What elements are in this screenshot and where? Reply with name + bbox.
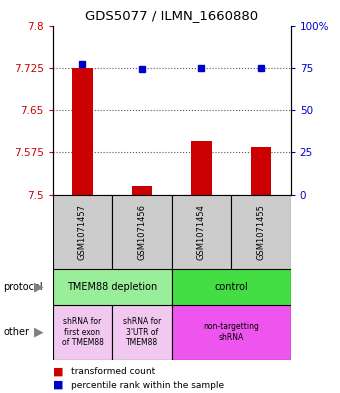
Text: non-targetting
shRNA: non-targetting shRNA bbox=[203, 322, 259, 342]
Bar bbox=[132, 186, 152, 195]
Title: GDS5077 / ILMN_1660880: GDS5077 / ILMN_1660880 bbox=[85, 9, 258, 22]
Bar bbox=[191, 141, 212, 195]
Text: transformed count: transformed count bbox=[71, 367, 156, 376]
Text: ▶: ▶ bbox=[34, 280, 44, 294]
Text: ■: ■ bbox=[53, 380, 63, 390]
Text: protocol: protocol bbox=[3, 282, 43, 292]
Bar bbox=[112, 195, 172, 269]
Bar bbox=[172, 195, 231, 269]
Bar bbox=[53, 195, 112, 269]
Bar bbox=[251, 147, 271, 195]
Text: control: control bbox=[214, 282, 248, 292]
Text: TMEM88 depletion: TMEM88 depletion bbox=[67, 282, 157, 292]
Bar bbox=[172, 305, 291, 360]
Text: GSM1071455: GSM1071455 bbox=[256, 204, 266, 260]
Text: shRNA for
first exon
of TMEM88: shRNA for first exon of TMEM88 bbox=[62, 317, 103, 347]
Text: percentile rank within the sample: percentile rank within the sample bbox=[71, 381, 224, 389]
Text: shRNA for
3'UTR of
TMEM88: shRNA for 3'UTR of TMEM88 bbox=[123, 317, 161, 347]
Bar bbox=[231, 195, 291, 269]
Text: GSM1071457: GSM1071457 bbox=[78, 204, 87, 260]
Text: other: other bbox=[3, 327, 29, 337]
Bar bbox=[112, 305, 172, 360]
Bar bbox=[172, 269, 291, 305]
Bar bbox=[53, 305, 112, 360]
Text: ▶: ▶ bbox=[34, 325, 44, 339]
Bar bbox=[53, 269, 172, 305]
Text: GSM1071456: GSM1071456 bbox=[137, 204, 147, 260]
Text: ■: ■ bbox=[53, 366, 63, 376]
Bar bbox=[72, 68, 93, 195]
Text: GSM1071454: GSM1071454 bbox=[197, 204, 206, 260]
